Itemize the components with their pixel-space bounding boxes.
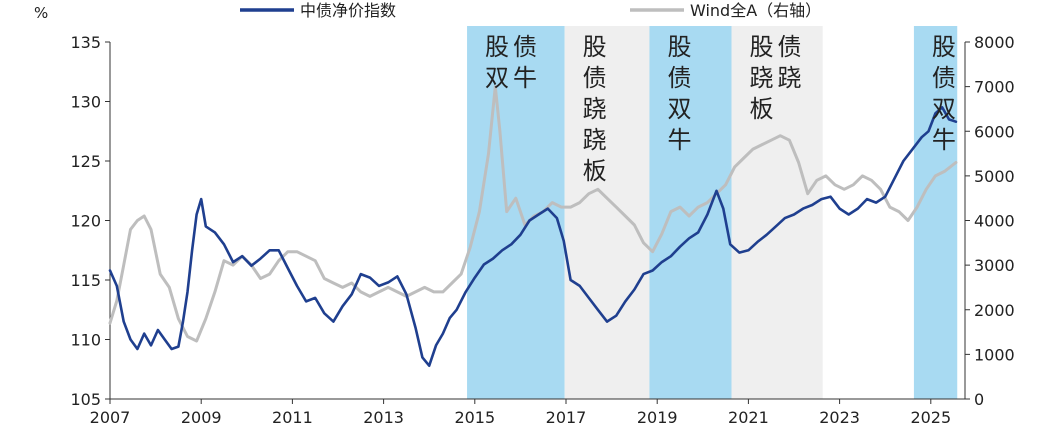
- shaded-period-text: 债: [932, 64, 960, 92]
- shaded-period-text: 牛: [667, 126, 695, 154]
- shaded-period-text: 跷: [583, 95, 611, 123]
- x-tick-label: 2019: [637, 408, 678, 427]
- shaded-period-text: 债: [667, 64, 695, 92]
- y-tick-label-right: 8000: [974, 33, 1015, 52]
- shaded-period-text: 板: [750, 95, 778, 123]
- shaded-periods: [467, 26, 958, 399]
- x-tick-label: 2021: [728, 408, 769, 427]
- x-tick-label: 2007: [90, 408, 131, 427]
- shaded-period-text: 板: [583, 157, 611, 185]
- shaded-period-text: 跷: [583, 126, 611, 154]
- shaded-period-text: 双牛: [485, 64, 541, 92]
- shaded-period-text: 股: [583, 33, 611, 61]
- legend-label: 中债净价指数: [300, 1, 396, 20]
- y-tick-label-left: 125: [70, 152, 101, 171]
- x-tick-label: 2011: [272, 408, 313, 427]
- shaded-period-1: [467, 26, 565, 399]
- shaded-period-text: 股债: [750, 33, 806, 61]
- y-tick-label-left: 105: [70, 390, 101, 409]
- y-tick-label-right: 1000: [974, 345, 1015, 364]
- shaded-period-text: 牛: [932, 126, 960, 154]
- y-tick-label-left: 115: [70, 271, 101, 290]
- x-tick-label: 2025: [910, 408, 951, 427]
- y-unit-label: %: [34, 4, 48, 22]
- y-tick-label-right: 3000: [974, 256, 1015, 275]
- shaded-period-5: [913, 26, 958, 399]
- x-tick-label: 2023: [819, 408, 860, 427]
- x-tick-label: 2009: [181, 408, 222, 427]
- y-tick-label-left: 135: [70, 33, 101, 52]
- legend-item-2: Wind全A（右轴）: [630, 1, 821, 20]
- axes: 105 110 115 120 125 130 135 0 1000 2000 3000 4000 50…: [70, 33, 1014, 427]
- shaded-period-text: 债: [583, 64, 611, 92]
- shaded-period-text: 股: [932, 33, 960, 61]
- legend-item-1: 中债净价指数: [240, 1, 396, 20]
- legend: 中债净价指数 Wind全A（右轴）: [240, 1, 821, 20]
- shaded-period-3: [649, 26, 732, 399]
- y-tick-label-left: 110: [70, 331, 101, 350]
- shaded-period-2: [564, 26, 650, 399]
- series-line-1: [108, 106, 958, 368]
- y-tick-label-right: 0: [974, 390, 984, 409]
- x-tick-label: 2017: [546, 408, 587, 427]
- y-tick-label-right: 4000: [974, 212, 1015, 231]
- y-tick-label-right: 5000: [974, 167, 1015, 186]
- x-tick-label: 2015: [454, 408, 495, 427]
- shaded-period-text: 双: [667, 95, 695, 123]
- x-tick-label: 2013: [363, 408, 404, 427]
- shaded-period-text: 双: [932, 95, 960, 123]
- shaded-period-4: [731, 26, 823, 399]
- y-tick-label-right: 7000: [974, 78, 1015, 97]
- y-tick-label-right: 6000: [974, 122, 1015, 141]
- legend-label: Wind全A（右轴）: [690, 1, 821, 20]
- series-lines: [108, 85, 958, 368]
- y-tick-label-left: 120: [70, 212, 101, 231]
- y-tick-label-left: 130: [70, 93, 101, 112]
- y-tick-label-right: 2000: [974, 301, 1015, 320]
- shaded-period-text: 跷跷: [750, 64, 806, 92]
- shaded-period-text: 股: [667, 33, 695, 61]
- shaded-period-text: 股债: [485, 33, 541, 61]
